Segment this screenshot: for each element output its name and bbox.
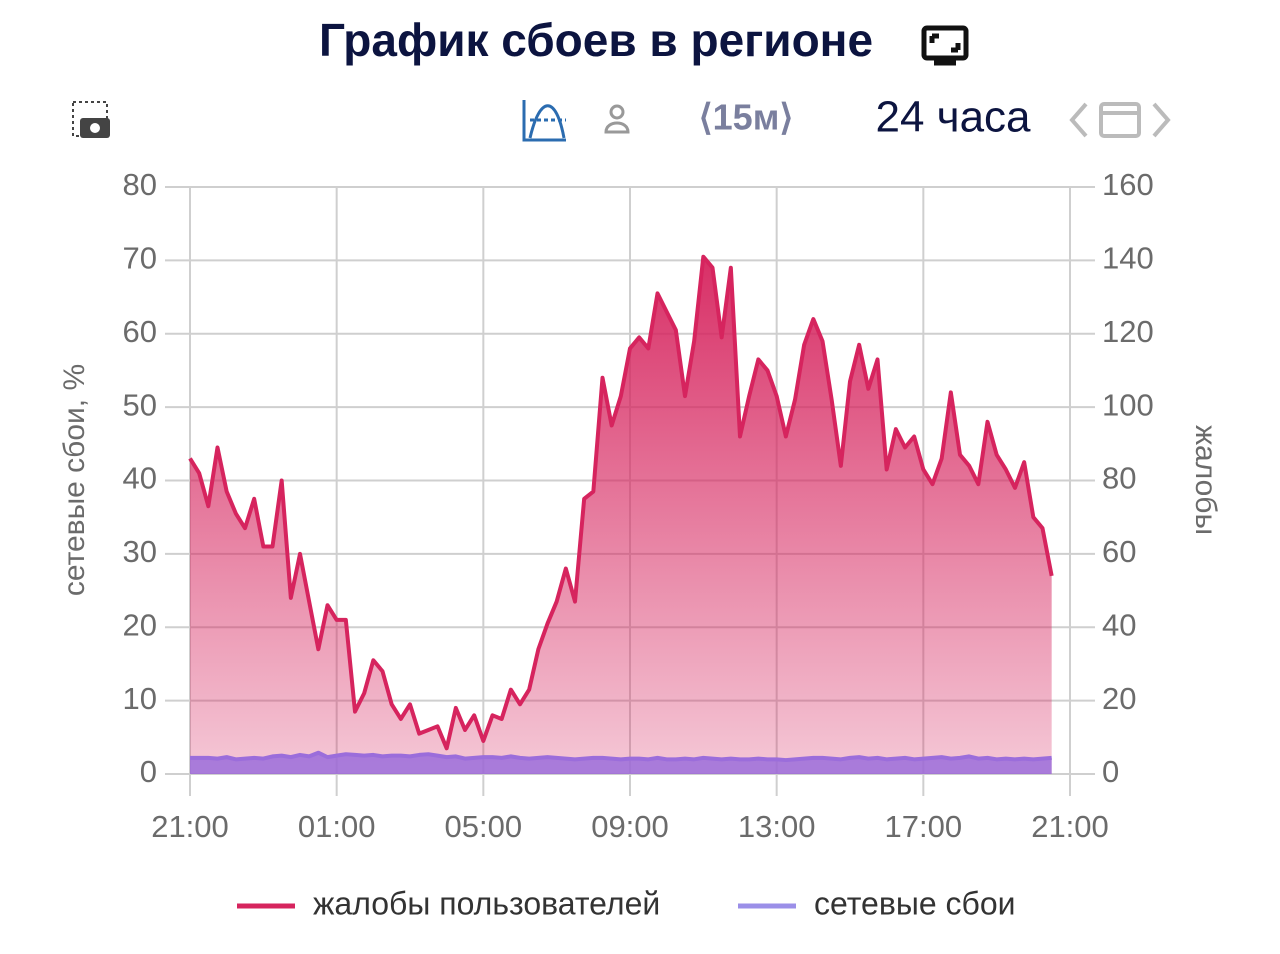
y-tick-label: 40	[123, 461, 157, 496]
y-tick-label: 10	[123, 681, 157, 716]
y-tick-label: 30	[123, 534, 157, 569]
display-icon[interactable]	[921, 25, 969, 66]
x-tick-label: 05:00	[445, 809, 523, 844]
y2-tick-label: 100	[1102, 387, 1154, 422]
y2-tick-label: 0	[1102, 754, 1119, 789]
line	[190, 750, 1052, 763]
area	[190, 256, 1052, 774]
chart-title: График сбоев в регионе	[319, 14, 873, 66]
user-icon[interactable]	[604, 104, 630, 134]
area	[190, 752, 1052, 774]
y2-tick-label: 60	[1102, 534, 1136, 569]
x-tick-label: 17:00	[885, 809, 963, 844]
x-tick-label: 09:00	[591, 809, 669, 844]
x-tick-label: 01:00	[298, 809, 376, 844]
y2-axis-label: жалобы	[1189, 425, 1222, 535]
y2-tick-label: 160	[1102, 167, 1154, 202]
legend-label[interactable]: жалобы пользователей	[313, 885, 660, 921]
x-tick-label: 21:00	[151, 809, 229, 844]
y2-tick-label: 40	[1102, 607, 1136, 642]
y-tick-label: 70	[123, 241, 157, 276]
y-tick-label: 20	[123, 607, 157, 642]
y-axis-label: сетевые сбои, %	[58, 364, 91, 596]
y2-tick-label: 120	[1102, 314, 1154, 349]
legend-label[interactable]: сетевые сбои	[814, 885, 1016, 921]
y-tick-label: 60	[123, 314, 157, 349]
calendar-nav[interactable]	[1069, 102, 1171, 138]
x-tick-label: 13:00	[738, 809, 816, 844]
x-tick-label: 21:00	[1031, 809, 1109, 844]
chart-type-icon[interactable]	[522, 100, 566, 142]
screenshot-icon[interactable]	[72, 101, 110, 138]
y-tick-label: 0	[140, 754, 157, 789]
y2-tick-label: 140	[1102, 241, 1154, 276]
range-button[interactable]: 24 часа	[875, 93, 1031, 142]
y2-tick-label: 80	[1102, 461, 1136, 496]
y-tick-label: 50	[123, 387, 157, 422]
y-tick-label: 80	[123, 167, 157, 202]
y2-tick-label: 20	[1102, 681, 1136, 716]
line	[188, 254, 1054, 751]
interval-button[interactable]: ⟨15м⟩	[699, 97, 794, 138]
